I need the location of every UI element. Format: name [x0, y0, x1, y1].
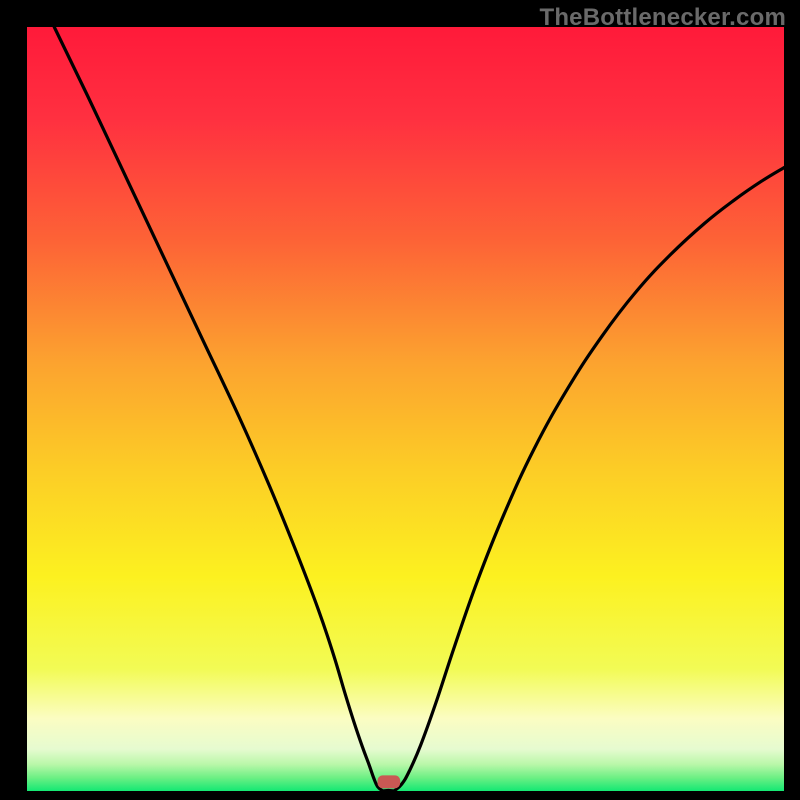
curve-minimum-marker [377, 775, 400, 788]
chart-container: TheBottlenecker.com [0, 0, 800, 800]
watermark-text: TheBottlenecker.com [539, 4, 786, 32]
plot-area [27, 27, 784, 791]
chart-svg [0, 0, 800, 800]
